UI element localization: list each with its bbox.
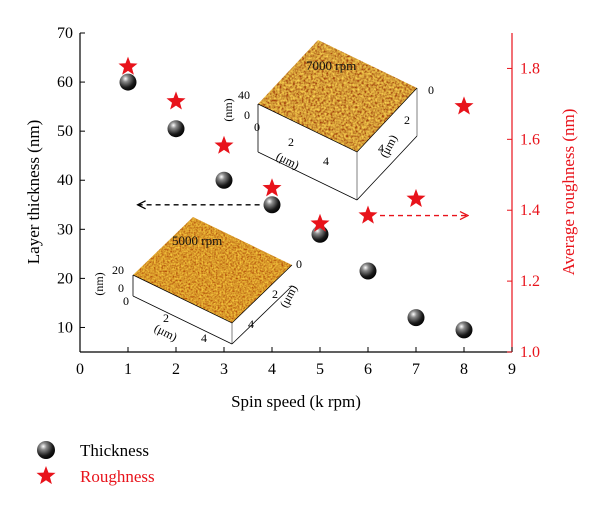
- x-tick-label: 0: [76, 361, 84, 378]
- inset-um-label: (μm): [274, 149, 302, 172]
- x-tick-label: 4: [268, 361, 276, 378]
- roughness-point: [310, 213, 330, 232]
- inset-x-tick: 0: [254, 120, 260, 134]
- y-left-axis-label: Layer thickness (nm): [24, 120, 43, 264]
- x-tick-label: 1: [124, 361, 132, 378]
- inset-um-label: (μm): [377, 132, 401, 160]
- inset-z-label: (nm): [92, 272, 106, 295]
- y-left-tick-label: 60: [57, 74, 73, 91]
- roughness-point: [214, 135, 234, 154]
- series-roughness: [118, 56, 474, 232]
- inset-y-tick: 2: [272, 287, 278, 301]
- legend-roughness-marker: [36, 466, 56, 485]
- series-thickness: [119, 73, 473, 339]
- y-right-tick-label: 1.4: [520, 202, 540, 219]
- y-left-tick-label: 70: [57, 25, 73, 42]
- inset-x-tick: 4: [201, 331, 207, 345]
- inset-surface: [258, 40, 417, 152]
- inset-z-tick: 0: [244, 108, 250, 122]
- inset-5000-rpm: 5000 rpm 20 0 (nm) 0 2 4 (μm) 0 2 4 (μm): [92, 217, 302, 345]
- y-right-axis-label: Average roughness (nm): [559, 109, 578, 276]
- inset-title: 5000 rpm: [172, 233, 222, 248]
- x-tick-label: 6: [364, 361, 372, 378]
- axes: [79, 33, 513, 353]
- inset-y-tick: 0: [428, 83, 434, 97]
- x-axis-label: Spin speed (k rpm): [231, 392, 361, 411]
- y-right-tick-label: 1.0: [520, 344, 540, 361]
- roughness-point: [118, 56, 138, 75]
- roughness-point: [454, 96, 474, 115]
- inset-z-tick: 40: [238, 88, 250, 102]
- legend: Thickness Roughness: [36, 441, 155, 486]
- x-tick-label: 7: [412, 361, 420, 378]
- inset-z-tick: 20: [112, 263, 124, 277]
- y-left-tick-label: 30: [57, 221, 73, 238]
- thickness-point: [455, 321, 473, 339]
- thickness-point: [167, 120, 185, 138]
- inset-y-tick: 4: [378, 141, 384, 155]
- inset-7000-rpm: 7000 rpm 40 0 (nm) 0 2 4 (μm) 0 2 4 (μm): [221, 40, 434, 201]
- inset-um-label: (μm): [277, 282, 301, 310]
- thickness-point: [119, 73, 137, 91]
- legend-thickness-marker: [37, 441, 55, 459]
- thickness-point: [359, 262, 377, 280]
- y-left-tick-label: 10: [57, 319, 73, 336]
- inset-x-tick: 0: [123, 294, 129, 308]
- thickness-point: [407, 309, 425, 327]
- legend-roughness-label: Roughness: [80, 467, 155, 486]
- roughness-point: [262, 178, 282, 197]
- inset-x-tick: 4: [323, 154, 329, 168]
- roughness-point: [406, 188, 426, 207]
- thickness-point: [311, 225, 329, 243]
- inset-y-tick: 4: [248, 317, 254, 331]
- x-tick-label: 3: [220, 361, 228, 378]
- x-tick-label: 5: [316, 361, 324, 378]
- x-tick-label: 9: [508, 361, 516, 378]
- y-right-tick-label: 1.6: [520, 131, 540, 148]
- inset-z-label: (nm): [221, 98, 235, 121]
- y-left-tick-label: 20: [57, 270, 73, 287]
- roughness-point: [358, 205, 378, 224]
- inset-y-tick: 2: [404, 113, 410, 127]
- x-tick-label: 2: [172, 361, 180, 378]
- inset-surface: [133, 217, 292, 323]
- y-right-tick-label: 1.2: [520, 273, 540, 290]
- inset-x-tick: 2: [288, 135, 294, 149]
- legend-thickness-label: Thickness: [80, 441, 149, 460]
- x-ticks: 0 1 2 3 4 5 6 7 8 9: [76, 347, 516, 378]
- inset-x-tick: 2: [163, 311, 169, 325]
- y-left-ticks: 10 20 30 40 50 60 70: [57, 25, 85, 336]
- inset-z-tick: 0: [118, 281, 124, 295]
- y-right-ticks: 1.0 1.2 1.4 1.6 1.8: [507, 60, 540, 361]
- inset-y-tick: 0: [296, 257, 302, 271]
- y-right-tick-label: 1.8: [520, 60, 540, 77]
- y-left-tick-label: 50: [57, 123, 73, 140]
- inset-title: 7000 rpm: [306, 58, 356, 73]
- roughness-point: [166, 91, 186, 110]
- thickness-point: [215, 171, 233, 189]
- y-left-tick-label: 40: [57, 172, 73, 189]
- inset-um-label: (μm): [152, 321, 180, 344]
- thickness-point: [263, 196, 281, 214]
- x-tick-label: 8: [460, 361, 468, 378]
